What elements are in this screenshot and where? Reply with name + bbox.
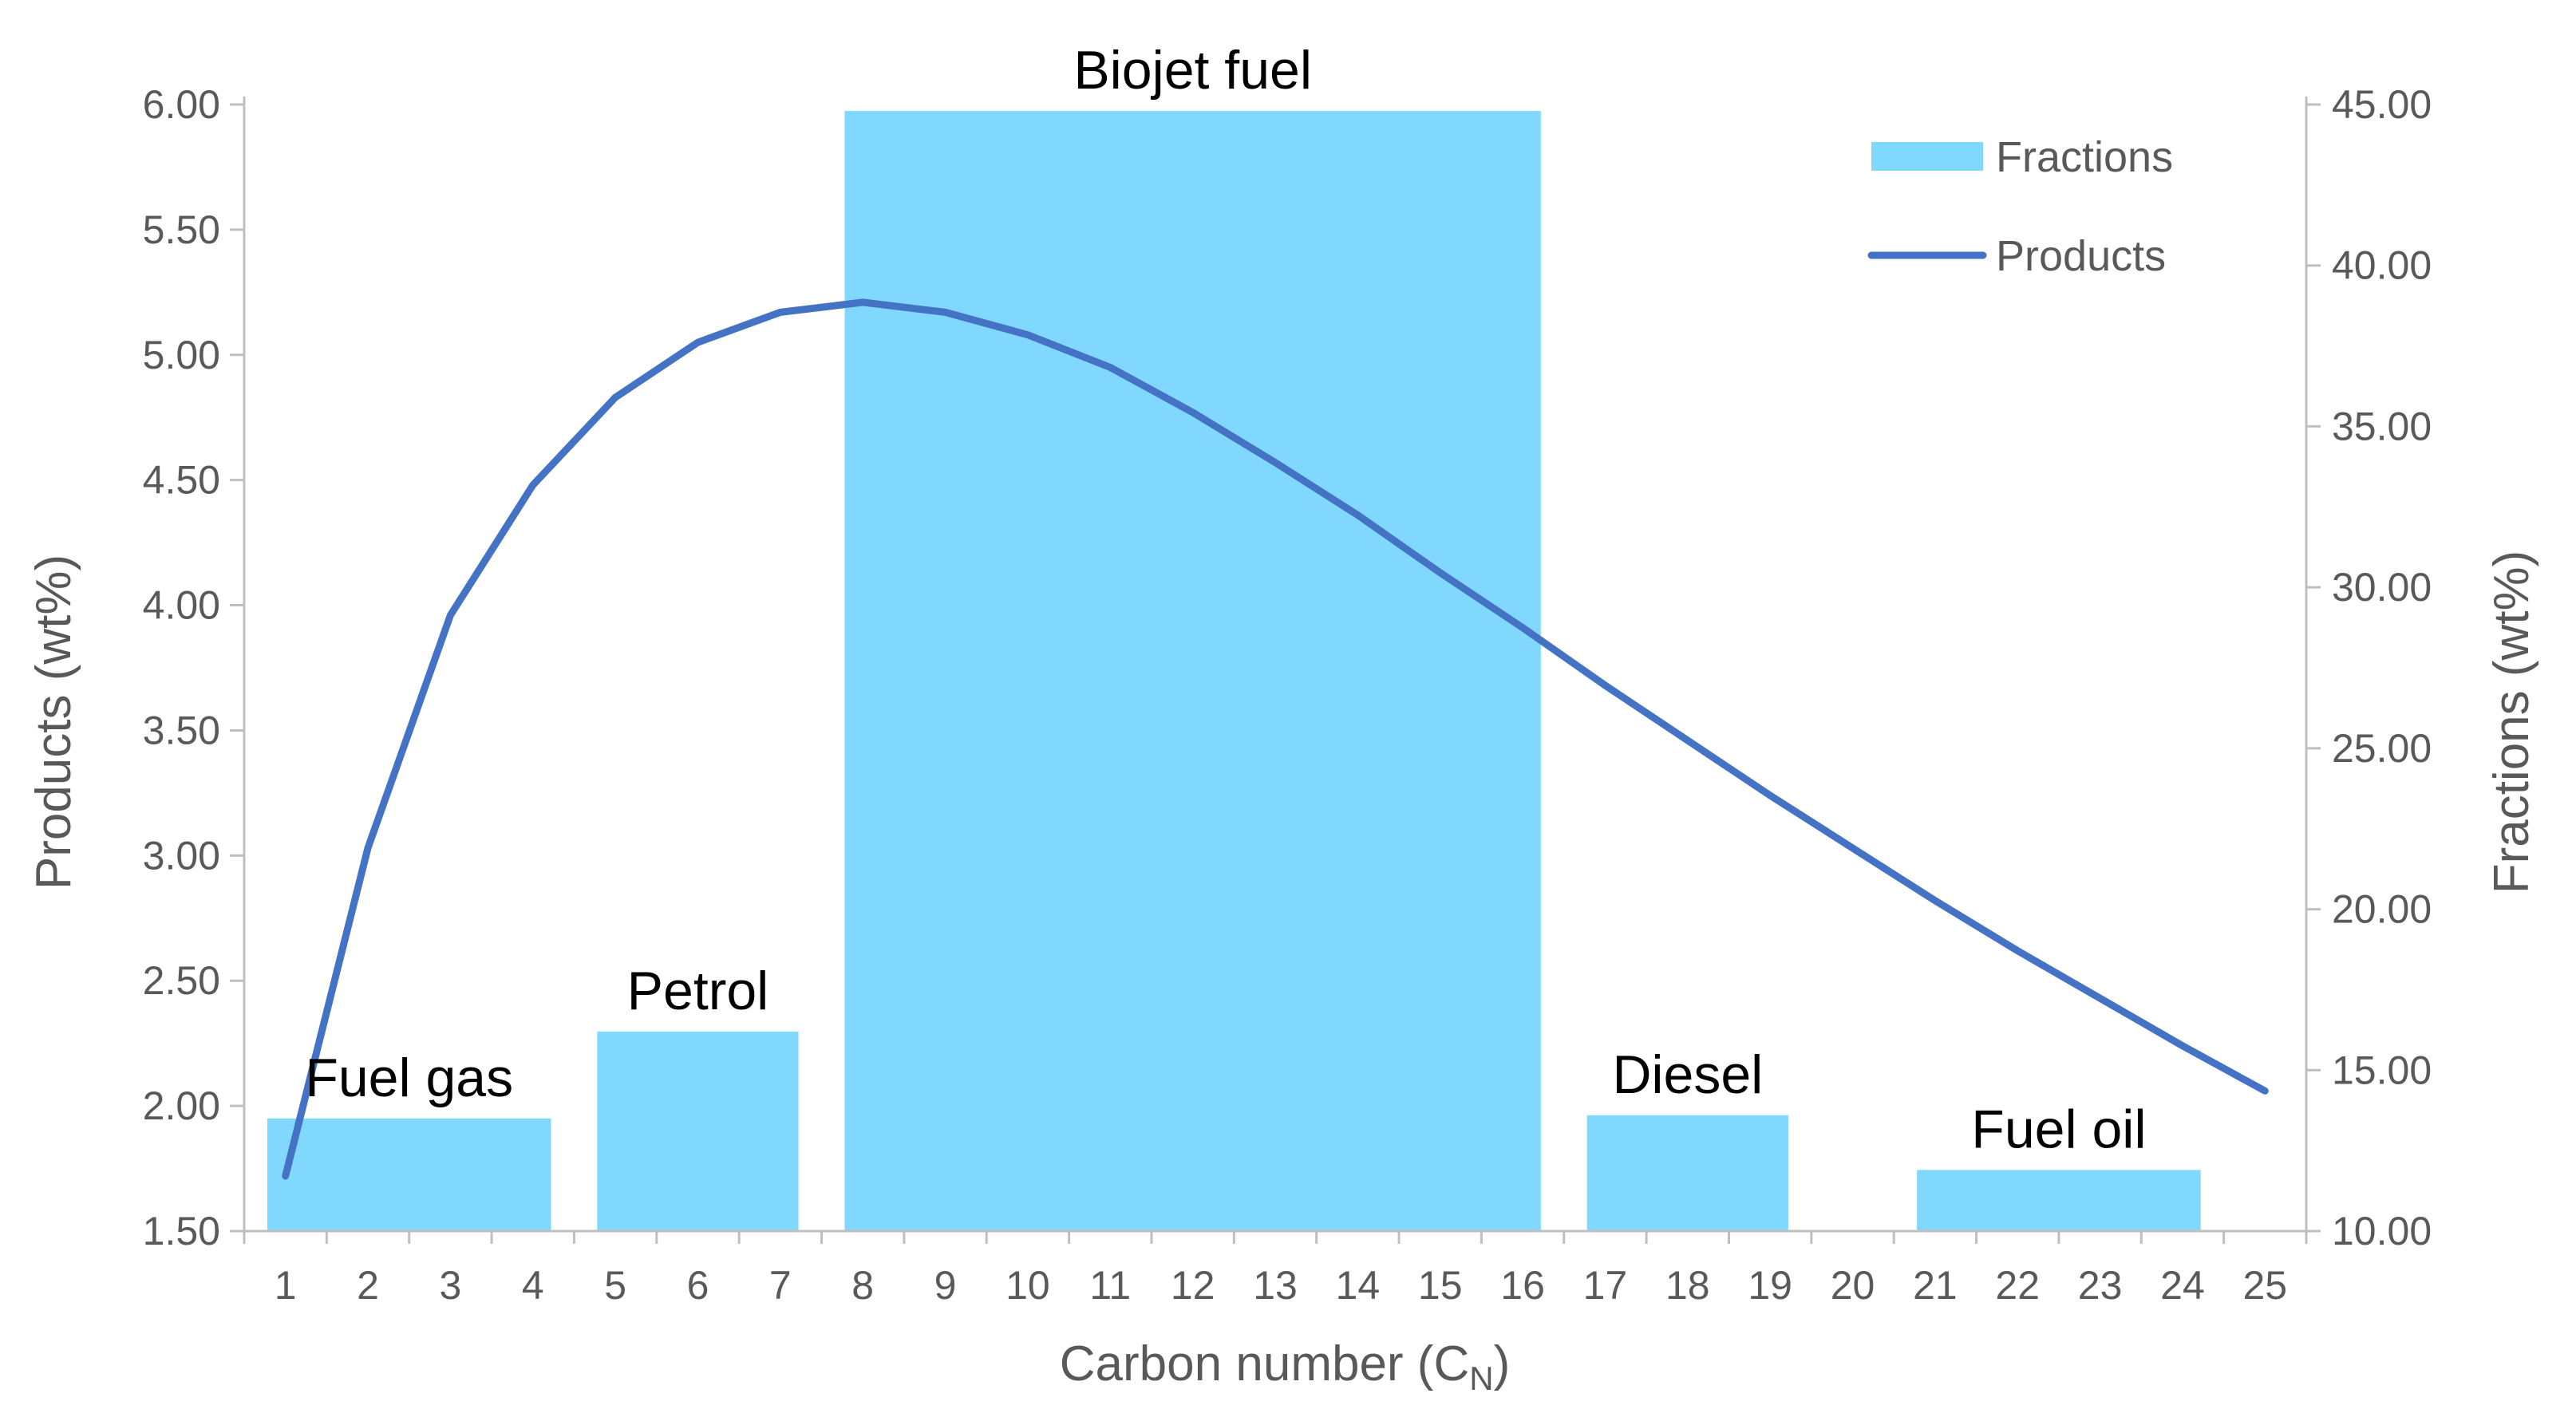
x-tick-label-11: 12: [1171, 1263, 1215, 1308]
y-left-tick-label-4: 3.50: [143, 708, 220, 752]
y-left-tick-label-8: 5.50: [143, 207, 220, 252]
y-left-tick-label-1: 2.00: [143, 1083, 220, 1128]
fraction-bars: [267, 111, 2201, 1231]
products-point-2: [449, 614, 451, 616]
x-tick-label-20: 21: [1913, 1263, 1958, 1308]
fraction-bar-2: [844, 111, 1541, 1231]
x-tick-label-23: 24: [2160, 1263, 2205, 1308]
x-tick-label-14: 15: [1418, 1263, 1463, 1308]
x-tick-label-21: 22: [1995, 1263, 2040, 1308]
products-point-5: [697, 341, 698, 343]
products-point-8: [945, 311, 946, 313]
fraction-label-4: Fuel oil: [1971, 1099, 2146, 1159]
x-tick-label-4: 5: [604, 1263, 626, 1308]
x-tick-label-12: 13: [1253, 1263, 1298, 1308]
x-axis-title-end: ): [1494, 1336, 1511, 1391]
legend: Fractions Products: [1867, 133, 2173, 280]
x-tick-label-7: 8: [851, 1263, 874, 1308]
fraction-label-0: Fuel gas: [305, 1048, 513, 1108]
products-point-10: [1109, 366, 1111, 368]
x-tick-label-17: 18: [1665, 1263, 1710, 1308]
y-left-tick-label-6: 4.50: [143, 458, 220, 503]
products-point-0: [285, 1175, 286, 1177]
x-tick-label-13: 14: [1336, 1263, 1381, 1308]
y-left-tick-label-2: 2.50: [143, 958, 220, 1003]
x-tick-label-19: 20: [1831, 1263, 1875, 1308]
axes: 1.50 2.00 2.50 3.00 3.50 4.00 4.50 5.00 5.50 6.00…: [143, 82, 2432, 1308]
x-tick-label-24: 25: [2243, 1263, 2288, 1308]
x-tick-label-18: 19: [1748, 1263, 1792, 1308]
fraction-labels: Fuel gas Petrol Biojet fuel Diesel Fuel oil: [305, 40, 2146, 1159]
x-tick-label-16: 17: [1583, 1263, 1628, 1308]
y-right-axis-title: Fractions (wt%): [2484, 551, 2539, 894]
y-right-tick-label-7: 45.00: [2332, 82, 2432, 127]
y-right-tick-label-2: 20.00: [2332, 887, 2432, 932]
products-point-18: [1769, 795, 1771, 796]
products-point-23: [2182, 1045, 2183, 1047]
products-point-12: [1274, 462, 1276, 464]
y-left-tick-label-3: 3.00: [143, 833, 220, 878]
x-tick-label-3: 4: [522, 1263, 544, 1308]
x-tick-label-6: 7: [769, 1263, 792, 1308]
x-tick-label-22: 23: [2078, 1263, 2123, 1308]
x-tick-label-5: 6: [687, 1263, 709, 1308]
legend-label-1: Products: [1996, 232, 2166, 280]
x-tick-label-10: 11: [1089, 1263, 1131, 1308]
products-point-21: [2017, 950, 2018, 952]
y-left-tick-label-0: 1.50: [143, 1209, 220, 1253]
y-right-tick-label-1: 15.00: [2332, 1048, 2432, 1092]
y-left-tick-label-7: 5.00: [143, 333, 220, 377]
legend-label-0: Fractions: [1996, 133, 2173, 181]
legend-swatch-fractions: [1871, 142, 1983, 171]
products-point-20: [1934, 900, 1936, 902]
x-axis-title-main: Carbon number (C: [1060, 1336, 1469, 1391]
y-right-tick-label-6: 40.00: [2332, 243, 2432, 288]
products-series: [282, 298, 2269, 1180]
fraction-bar-3: [1586, 1115, 1788, 1231]
fraction-label-1: Petrol: [627, 961, 769, 1021]
x-tick-label-9: 10: [1006, 1263, 1050, 1308]
fraction-bar-1: [597, 1031, 799, 1231]
y-right-tick-label-0: 10.00: [2332, 1209, 2432, 1253]
products-point-4: [614, 397, 616, 398]
y-left-axis-title: Products (wt%): [26, 555, 81, 890]
products-point-9: [1027, 334, 1029, 336]
fraction-label-2: Biojet fuel: [1073, 40, 1312, 101]
fraction-label-3: Diesel: [1612, 1044, 1763, 1105]
products-point-19: [1852, 847, 1854, 849]
products-point-1: [367, 847, 369, 849]
y-left-tick-label-9: 6.00: [143, 82, 220, 127]
fraction-bar-0: [267, 1118, 551, 1231]
y-right-tick-label-5: 35.00: [2332, 404, 2432, 448]
x-tick-label-15: 16: [1500, 1263, 1545, 1308]
x-tick-label-8: 9: [934, 1263, 957, 1308]
y-right-tick-label-3: 25.00: [2332, 726, 2432, 771]
x-tick-label-2: 3: [439, 1263, 461, 1308]
products-point-3: [532, 484, 534, 486]
x-tick-label-0: 1: [275, 1263, 297, 1308]
y-right-tick-label-4: 30.00: [2332, 565, 2432, 610]
fraction-bar-4: [1917, 1170, 2201, 1231]
y-left-tick-label-5: 4.00: [143, 583, 220, 628]
x-axis-title: Carbon number (CN): [1060, 1336, 1510, 1397]
x-axis-title-subscript: N: [1469, 1360, 1493, 1397]
x-tick-label-1: 2: [357, 1263, 379, 1308]
